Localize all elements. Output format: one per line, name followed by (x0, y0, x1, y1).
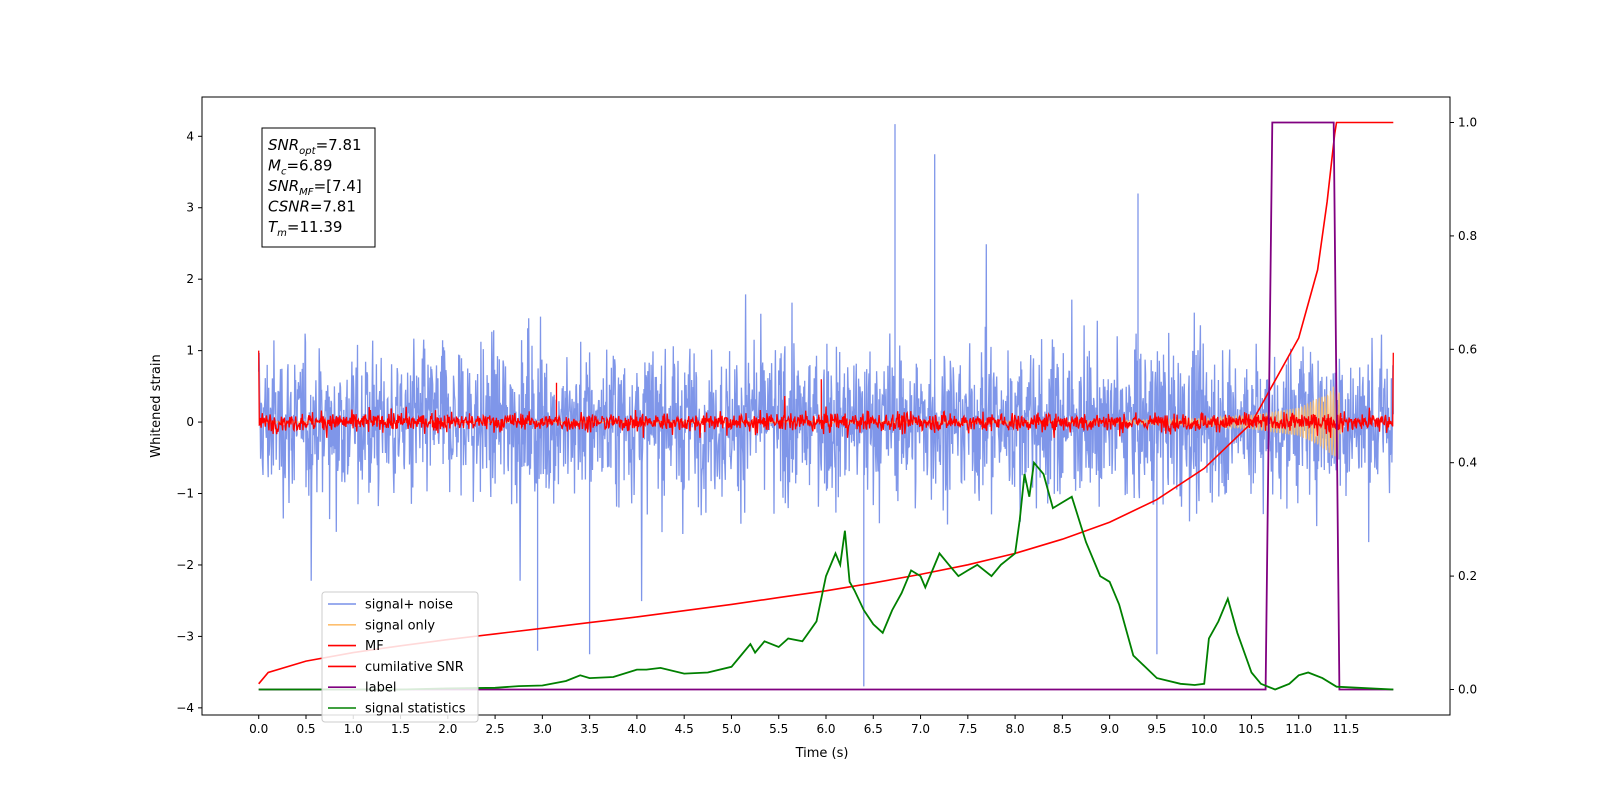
y-tick-label: −3 (176, 629, 194, 643)
x-tick-label: 0.5 (296, 722, 315, 736)
x-tick-label: 2.0 (438, 722, 457, 736)
right-y-tick-label: 0.2 (1458, 569, 1477, 583)
x-axis-label: Time (s) (795, 746, 849, 761)
right-y-tick-label: 0.0 (1458, 682, 1477, 696)
x-tick-label: 5.5 (769, 722, 788, 736)
x-tick-label: 11.0 (1285, 722, 1312, 736)
x-tick-label: 5.0 (722, 722, 741, 736)
x-tick-label: 8.5 (1053, 722, 1072, 736)
right-y-tick-label: 0.4 (1458, 456, 1477, 470)
y-tick-label: −1 (176, 487, 194, 501)
x-tick-label: 1.0 (344, 722, 363, 736)
y-axis-ticks: −4 −3 −2 −1 0 1 2 3 4 (176, 129, 202, 715)
y-tick-label: 2 (186, 272, 194, 286)
legend-label: cumilative SNR (365, 660, 464, 675)
annotation-line: SNRopt=7.81 (268, 136, 362, 157)
x-tick-label: 0.0 (249, 722, 268, 736)
x-tick-label: 10.5 (1238, 722, 1265, 736)
y-tick-label: 3 (186, 201, 194, 215)
x-tick-label: 3.0 (533, 722, 552, 736)
x-tick-label: 7.0 (911, 722, 930, 736)
y-axis-label: Whitened strain (149, 354, 164, 457)
right-axis-ticks: 0.0 0.2 0.4 0.6 0.8 1.0 (1450, 116, 1477, 696)
x-tick-label: 10.0 (1191, 722, 1218, 736)
legend-label: MF (365, 639, 384, 654)
x-tick-label: 6.0 (816, 722, 835, 736)
x-tick-label: 8.0 (1006, 722, 1025, 736)
x-tick-label: 2.5 (486, 722, 505, 736)
x-tick-label: 4.5 (675, 722, 694, 736)
x-tick-label: 9.5 (1147, 722, 1166, 736)
right-y-tick-label: 0.8 (1458, 229, 1477, 243)
legend-label: signal only (365, 618, 435, 633)
legend-frame (321, 591, 479, 723)
x-tick-label: 11.5 (1333, 722, 1360, 736)
plot-area (258, 121, 1394, 691)
y-tick-label: 0 (186, 415, 194, 429)
legend-label: signal statistics (365, 702, 466, 717)
legend-label: label (365, 681, 396, 696)
series-label (258, 121, 1394, 691)
legend-label: signal+ noise (365, 598, 453, 613)
annotation-line: CSNR=7.81 (268, 198, 356, 216)
x-axis-ticks: 0.0 0.5 1.0 1.5 2.0 2.5 3.0 3.5 4.0 4.5 5.0 5.5 6.0 6… (249, 715, 1359, 736)
series-mf (258, 350, 1394, 438)
annotation-line: Tm=11.39 (268, 218, 342, 239)
annotation-frame (261, 127, 376, 248)
y-tick-label: 1 (186, 344, 194, 358)
x-tick-label: 3.5 (580, 722, 599, 736)
y-tick-label: 4 (186, 129, 194, 143)
x-tick-label: 6.5 (864, 722, 883, 736)
x-tick-label: 9.0 (1100, 722, 1119, 736)
x-tick-label: 1.5 (391, 722, 410, 736)
right-y-tick-label: 0.6 (1458, 342, 1477, 356)
annotation-line: SNRMF=[7.4] (268, 177, 362, 198)
annotation-line: Mc=6.89 (268, 157, 332, 178)
x-tick-label: 7.5 (958, 722, 977, 736)
y-tick-label: −4 (176, 701, 194, 715)
legend: signal+ noise signal only MF cumilative SNR… (321, 591, 479, 723)
right-y-tick-label: 1.0 (1458, 116, 1477, 130)
x-tick-label: 4.0 (627, 722, 646, 736)
y-tick-label: −2 (176, 558, 194, 572)
series-signal-statistics (258, 460, 1394, 691)
